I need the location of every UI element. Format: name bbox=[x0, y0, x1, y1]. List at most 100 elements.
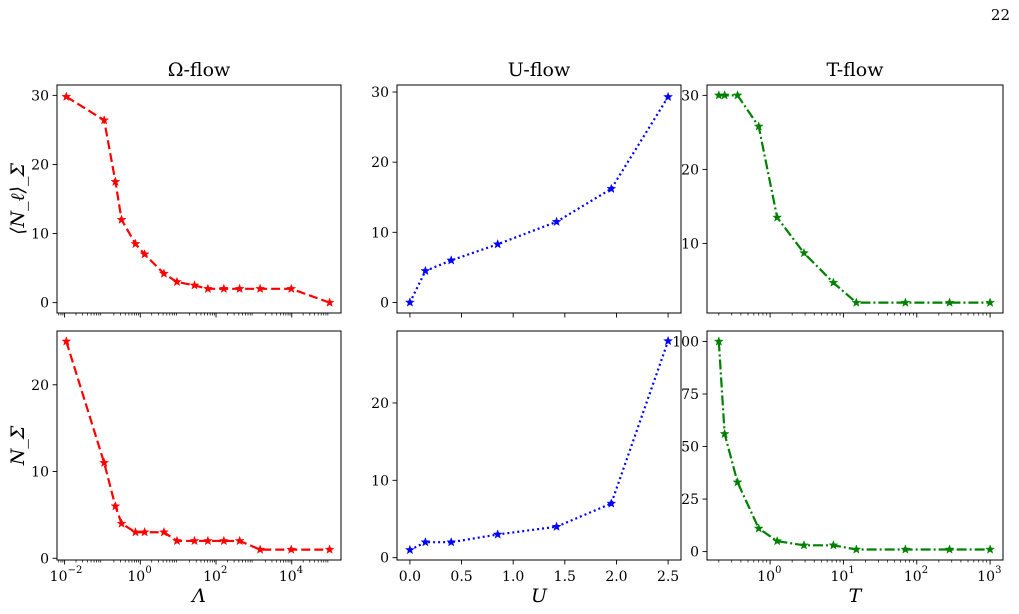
x-tick-exponent-10: 1 bbox=[848, 565, 854, 576]
y-tick-label-30: 30 bbox=[371, 85, 389, 101]
data-point-0 bbox=[61, 336, 72, 346]
data-point-5 bbox=[799, 247, 809, 258]
data-point-4 bbox=[772, 212, 783, 222]
plot-frame bbox=[396, 330, 682, 561]
y-tick-label-10: 10 bbox=[31, 227, 49, 243]
x-tick-exponent-1000: 3 bbox=[995, 565, 1001, 576]
data-point-14 bbox=[324, 544, 335, 554]
data-point-5 bbox=[799, 540, 809, 550]
data-point-8 bbox=[900, 544, 911, 554]
data-point-4 bbox=[551, 521, 562, 531]
data-point-4 bbox=[130, 527, 141, 537]
data-point-12 bbox=[255, 544, 266, 554]
data-point-2 bbox=[110, 501, 121, 511]
subplot-t_N_ell: 10 20 30 T-flow bbox=[681, 59, 1004, 318]
y-tick-label-0: 0 bbox=[40, 296, 49, 312]
data-point-1 bbox=[99, 115, 110, 125]
plot-frame bbox=[56, 330, 342, 561]
x-tick-label-0_01: 10 bbox=[50, 569, 68, 585]
chart-title: Ω-flow bbox=[168, 59, 231, 81]
chart-title: T-flow bbox=[826, 59, 884, 81]
x-tick-label-0: 0.0 bbox=[399, 569, 421, 585]
y-tick-label-30: 30 bbox=[31, 88, 49, 104]
data-point-6 bbox=[663, 91, 674, 102]
subplot-u_N_sigma: 0.0 0.5 1.0 1.5 2.0 2.5 0 10 20 U bbox=[371, 330, 682, 607]
data-point-0 bbox=[61, 91, 72, 101]
x-axis-label: U bbox=[531, 585, 548, 607]
series-line bbox=[409, 340, 670, 551]
data-point-11 bbox=[234, 283, 245, 294]
data-point-3 bbox=[753, 121, 764, 131]
data-point-7 bbox=[851, 544, 862, 554]
plot-frame bbox=[56, 84, 342, 314]
data-point-12 bbox=[255, 283, 266, 294]
x-tick-label-10000: 10 bbox=[279, 569, 297, 585]
data-point-9 bbox=[202, 535, 213, 546]
series-line bbox=[408, 96, 670, 303]
x-tick-label-2_5: 2.5 bbox=[657, 569, 679, 585]
x-tick-label-1_5: 1.5 bbox=[554, 569, 576, 585]
data-point-5 bbox=[606, 498, 617, 508]
data-point-8 bbox=[189, 280, 200, 290]
x-tick-exponent-0_01: −2 bbox=[68, 565, 83, 576]
y-tick-label-0: 0 bbox=[40, 551, 49, 567]
x-tick-label-100: 10 bbox=[904, 569, 922, 585]
data-point-8 bbox=[189, 535, 200, 546]
y-tick-label-10: 10 bbox=[681, 236, 699, 252]
y-tick-label-10: 10 bbox=[371, 473, 389, 489]
x-tick-exponent-100: 2 bbox=[922, 565, 928, 576]
data-point-6 bbox=[828, 277, 839, 287]
data-point-1 bbox=[719, 428, 730, 439]
plot-frame bbox=[706, 330, 1004, 561]
data-point-4 bbox=[772, 535, 783, 546]
data-point-11 bbox=[234, 535, 245, 546]
data-point-7 bbox=[851, 297, 862, 307]
plot-frame bbox=[396, 84, 682, 314]
data-point-9 bbox=[944, 297, 955, 307]
data-point-4 bbox=[130, 238, 141, 249]
series-line bbox=[717, 341, 991, 551]
y-tick-label-75: 75 bbox=[681, 387, 699, 403]
data-point-6 bbox=[158, 527, 169, 537]
y-tick-label-20: 20 bbox=[371, 155, 389, 171]
data-point-1 bbox=[719, 90, 730, 100]
x-tick-exponent-10000: 4 bbox=[297, 565, 303, 576]
data-point-7 bbox=[172, 276, 182, 287]
data-point-6 bbox=[828, 540, 839, 550]
data-point-13 bbox=[286, 283, 297, 294]
data-point-1 bbox=[99, 457, 110, 468]
y-tick-label-50: 50 bbox=[681, 440, 699, 456]
x-tick-exponent-1: 0 bbox=[145, 565, 151, 576]
series-line bbox=[65, 95, 330, 304]
x-tick-label-1: 1.0 bbox=[502, 569, 524, 585]
data-point-13 bbox=[286, 544, 297, 554]
y-tick-label-0: 0 bbox=[380, 551, 389, 567]
x-tick-exponent-1: 0 bbox=[775, 565, 781, 576]
data-point-10 bbox=[218, 283, 229, 294]
x-axis-label: T bbox=[849, 585, 863, 607]
data-point-3 bbox=[492, 239, 503, 249]
data-point-5 bbox=[139, 249, 150, 259]
chart-title: U-flow bbox=[508, 59, 571, 81]
data-point-3 bbox=[492, 529, 503, 539]
data-point-9 bbox=[944, 544, 955, 554]
y-tick-label-30: 30 bbox=[681, 88, 699, 104]
y-tick-label-10: 10 bbox=[371, 225, 389, 241]
series-line bbox=[65, 341, 330, 551]
subplot-omega_N_ell: 0 10 20 30 Ω-flow ⟨N_ℓ⟩_Σ bbox=[7, 59, 342, 318]
data-point-14 bbox=[324, 297, 335, 307]
y-tick-label-0: 0 bbox=[690, 545, 699, 561]
plot-frame bbox=[706, 84, 1004, 314]
data-point-5 bbox=[606, 183, 617, 194]
data-point-2 bbox=[446, 255, 457, 265]
data-point-1 bbox=[420, 537, 431, 547]
data-point-3 bbox=[753, 523, 764, 533]
data-point-0 bbox=[404, 544, 415, 555]
data-point-6 bbox=[158, 268, 169, 278]
data-point-2 bbox=[446, 537, 457, 547]
y-axis-label: ⟨N_ℓ⟩_Σ bbox=[7, 163, 29, 235]
data-point-0 bbox=[713, 336, 724, 346]
data-point-6 bbox=[663, 335, 674, 346]
